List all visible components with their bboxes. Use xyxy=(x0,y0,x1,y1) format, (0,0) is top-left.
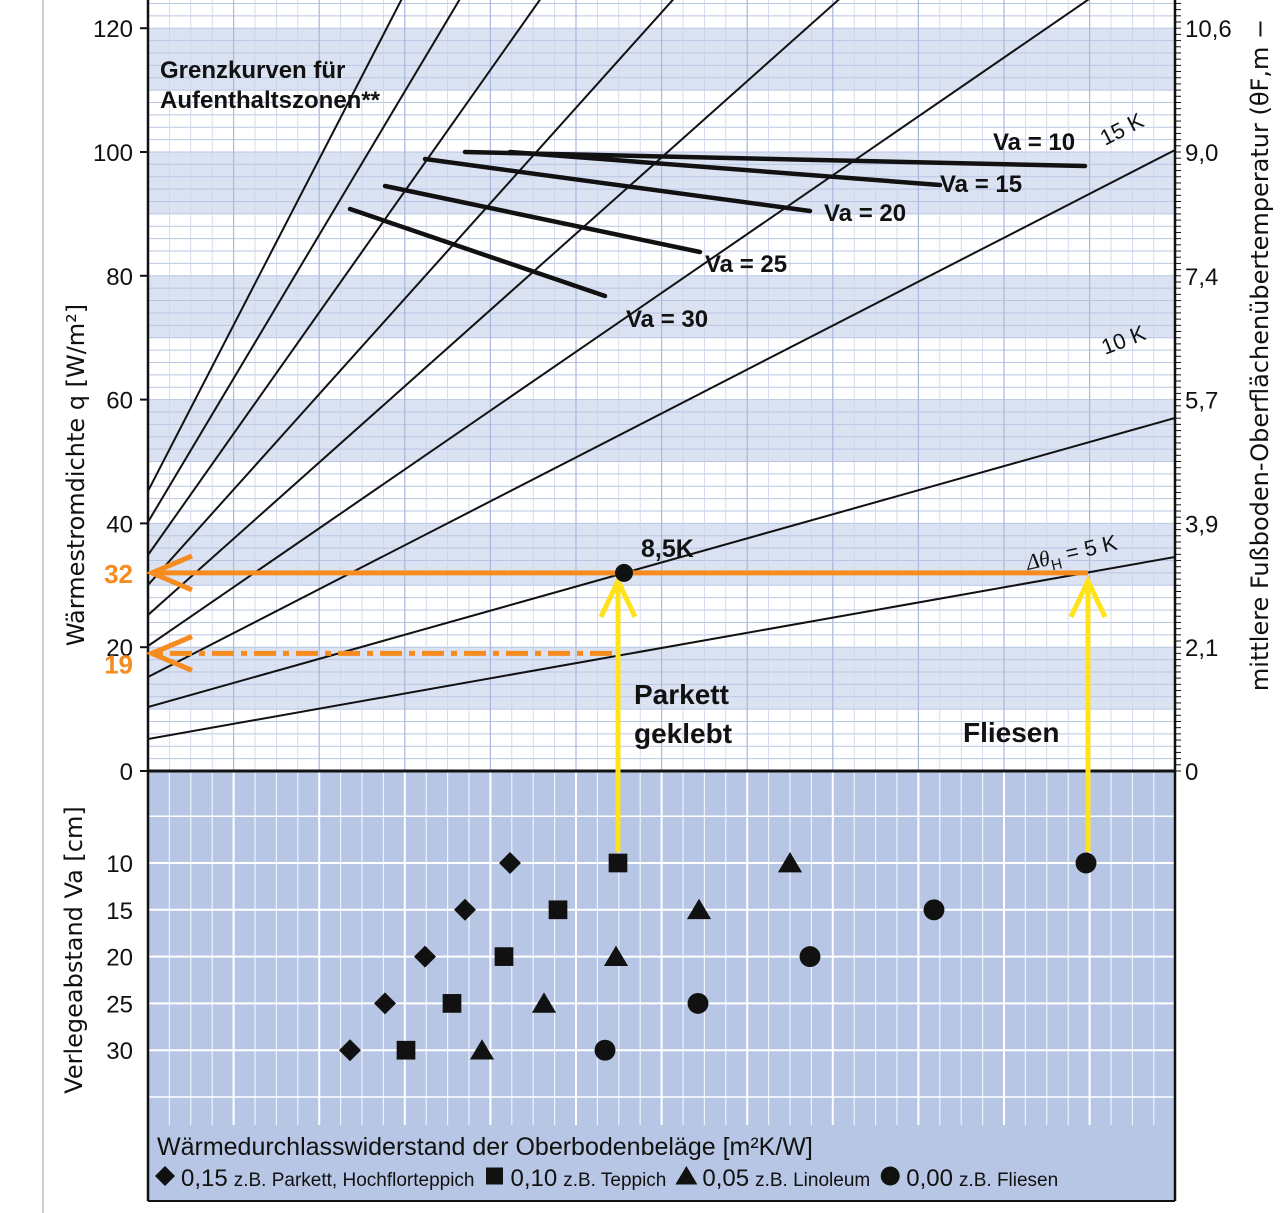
delta-theta-line xyxy=(148,0,461,523)
orange-arrow-secondary-head xyxy=(145,634,193,673)
va-curve-label: Va = 25 xyxy=(705,251,787,278)
reading-point xyxy=(615,563,633,582)
va-curve xyxy=(422,156,813,214)
right-tick-label: 3,9 xyxy=(1185,511,1218,538)
legend-value: 0,05 xyxy=(702,1165,749,1192)
va-tick-label: 25 xyxy=(106,991,133,1018)
left-tick-label: 100 xyxy=(93,140,133,167)
legend-value: 0,10 xyxy=(511,1165,558,1192)
yellow-arrow-head xyxy=(598,575,638,618)
q-secondary-label: 19 xyxy=(104,649,133,679)
va-curve-label: Va = 15 xyxy=(940,171,1022,198)
legend-example: z.B. Parkett, Hochflorteppich xyxy=(234,1170,475,1191)
parkett-label-2: geklebt xyxy=(634,718,732,749)
marker-triangle xyxy=(469,1039,495,1060)
x-axis-label: Wärmedurchlasswiderstand der Oberbodenbe… xyxy=(157,1133,813,1161)
marker-square xyxy=(608,853,628,873)
left-tick-label: 120 xyxy=(93,16,133,43)
left-tick-label: 0 xyxy=(120,759,133,786)
reading-point-label: 8,5K xyxy=(641,535,694,563)
va-tick-label: 15 xyxy=(106,898,133,925)
delta-theta-line xyxy=(148,417,1175,708)
marker-circle xyxy=(687,992,709,1014)
va-tick-label: 10 xyxy=(106,851,133,878)
delta-theta-line xyxy=(148,556,1175,740)
right-tick-label: 10,6 xyxy=(1185,16,1232,43)
delta-5k-symbol: Δθ xyxy=(1023,545,1053,575)
right-tick-label: 0 xyxy=(1185,759,1198,786)
marker-points xyxy=(339,852,1097,1062)
marker-circle xyxy=(799,946,821,968)
legend: 0,15 z.B. Parkett, Hochflorteppich 0,10 z.B… xyxy=(155,1165,1058,1192)
chart-title-line-1: Grenzkurven für xyxy=(160,57,345,84)
legend-example: z.B. Fliesen xyxy=(959,1170,1058,1191)
legend-example: z.B. Linoleum xyxy=(755,1170,870,1191)
marker-diamond xyxy=(339,1039,361,1062)
legend-marker-triangle xyxy=(675,1166,698,1185)
marker-triangle xyxy=(686,898,712,920)
delta-theta-line xyxy=(148,0,1090,647)
legend-example: z.B. Teppich xyxy=(563,1170,666,1191)
marker-circle xyxy=(1075,852,1097,874)
left-axis-ticks: 0 20 40 60 80 100 120 xyxy=(93,16,133,786)
marker-square xyxy=(548,900,568,920)
right-tick-label: 5,7 xyxy=(1185,388,1218,415)
delta-theta-line xyxy=(148,0,403,492)
marker-diamond xyxy=(454,898,476,921)
va-curve-label: Va = 30 xyxy=(626,306,708,333)
va-tick-label: 20 xyxy=(106,945,133,972)
bottom-plot-background xyxy=(148,771,1175,1201)
chart-title-line-2: Aufenthaltszonen** xyxy=(160,87,381,114)
marker-circle xyxy=(923,899,945,921)
right-axis-ticks: 0 2,1 3,9 5,7 7,4 9,0 10,6 xyxy=(1185,16,1232,786)
legend-marker-circle xyxy=(880,1166,900,1186)
legend-marker-diamond xyxy=(155,1166,175,1186)
reading-annotations: 8,5K Parkett geklebt Fliesen 32 19 xyxy=(104,535,1108,852)
va-curve xyxy=(382,183,703,255)
legend-value: 0,15 xyxy=(181,1165,228,1192)
marker-square xyxy=(442,994,462,1013)
delta-theta-line xyxy=(148,149,1175,678)
q-main-label: 32 xyxy=(104,559,133,589)
marker-diamond xyxy=(374,992,396,1015)
delta-5k-subscript: H xyxy=(1050,555,1064,574)
va-curve xyxy=(347,206,608,299)
delta-theta-line xyxy=(148,0,541,556)
va-axis-label: Verlegeabstand Va [cm] xyxy=(60,806,88,1093)
va-curves: Va = 10 Va = 15 Va = 20 Va = 25 Va = 30 xyxy=(347,129,1088,333)
yellow-arrow-head xyxy=(1068,575,1108,618)
parkett-label-1: Parkett xyxy=(634,679,729,710)
va-curve-label: Va = 10 xyxy=(993,129,1075,156)
right-tick-label: 7,4 xyxy=(1185,264,1218,291)
fliesen-label: Fliesen xyxy=(963,717,1059,748)
va-curve xyxy=(507,149,943,188)
orange-arrow-main-head xyxy=(145,553,193,593)
left-tick-label: 40 xyxy=(106,511,133,538)
marker-square xyxy=(494,947,514,966)
marker-diamond xyxy=(499,852,521,874)
legend-marker-square xyxy=(486,1167,503,1185)
y-axis-label-right: mittlere Fußboden-Oberflächenübertempera… xyxy=(1246,19,1274,691)
left-tick-label: 80 xyxy=(106,264,133,291)
va-curve-label: Va = 20 xyxy=(824,200,906,227)
left-tick-label: 20 xyxy=(106,635,133,662)
plot-frame xyxy=(140,0,1181,1202)
chart-title: Grenzkurven für Aufenthaltszonen** xyxy=(160,57,381,114)
y-axis-label-left: Wärmestromdichte q [W/m²] xyxy=(62,304,90,646)
marker-circle xyxy=(594,1039,616,1061)
marker-triangle xyxy=(603,945,629,966)
va-axis-ticks: 10 15 20 25 30 xyxy=(106,851,133,1065)
marker-diamond xyxy=(414,945,436,968)
va-tick-label: 30 xyxy=(106,1038,133,1065)
right-tick-label: 9,0 xyxy=(1185,140,1218,167)
marker-triangle xyxy=(777,852,803,873)
marker-triangle xyxy=(531,992,557,1013)
delta-theta-line xyxy=(148,0,675,586)
marker-square xyxy=(396,1040,416,1060)
legend-value: 0,00 xyxy=(906,1165,953,1192)
left-tick-label: 60 xyxy=(106,388,133,415)
right-tick-label: 2,1 xyxy=(1185,635,1218,662)
